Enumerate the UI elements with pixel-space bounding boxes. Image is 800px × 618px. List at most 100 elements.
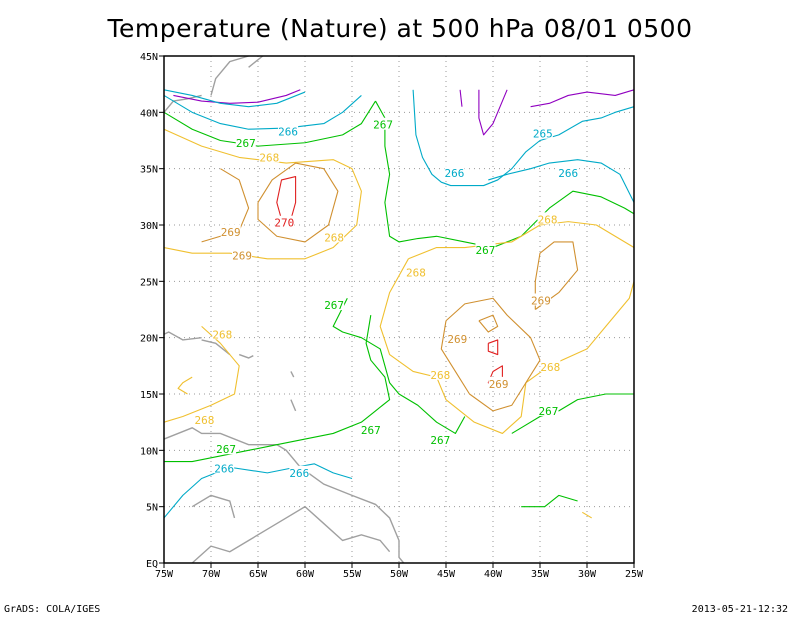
contour-line — [332, 297, 466, 434]
contour-label-bg — [405, 265, 426, 278]
coastline-segment — [191, 505, 391, 564]
contour-line — [163, 325, 240, 423]
contour-line — [201, 168, 250, 243]
contour-label: 270 — [274, 217, 294, 230]
contour-label-bg — [220, 224, 241, 237]
lon-tick-label: 35W — [531, 569, 550, 580]
contour-label: 269 — [232, 249, 252, 262]
contour-label-bg — [373, 117, 394, 130]
contour-label-bg — [324, 230, 345, 243]
contour-line — [478, 314, 499, 333]
contour-label: 269 — [447, 333, 467, 346]
contour-label: 267 — [430, 434, 450, 447]
contour-line — [488, 159, 635, 203]
contour-line — [276, 176, 297, 220]
contour-line — [163, 463, 353, 519]
contour-label-bg — [235, 135, 256, 148]
contour-label: 268 — [212, 328, 232, 341]
coastline-segment — [210, 55, 249, 96]
contour-line — [408, 221, 635, 260]
lat-tick-label: EQ — [146, 559, 158, 570]
lat-tick-label: 20N — [140, 334, 158, 345]
contour-line — [459, 89, 463, 107]
contour-line — [582, 511, 592, 519]
contour-line — [379, 258, 635, 434]
contour-label-bg — [274, 215, 295, 228]
contour-label-bg — [278, 124, 299, 137]
contour-label-bg — [537, 212, 558, 225]
coastline-segment — [248, 55, 264, 68]
contour-label-bg — [532, 126, 553, 139]
contour-label-bg — [540, 359, 561, 372]
contour-label: 268 — [430, 369, 450, 382]
contour-label: 268 — [259, 151, 279, 164]
contour-label-bg — [558, 166, 579, 179]
lon-tick-label: 55W — [343, 569, 362, 580]
contour-label: 267 — [539, 405, 559, 418]
contour-label-bg — [488, 376, 509, 389]
contour-label-bg — [538, 403, 559, 416]
contour-line — [173, 89, 301, 104]
coastline-segment — [163, 331, 202, 341]
contour-label-bg — [430, 367, 451, 380]
coastline-segment — [163, 94, 202, 113]
contour-line — [257, 162, 339, 243]
coastline-segment — [290, 371, 295, 378]
contour-label: 266 — [445, 167, 465, 180]
lon-tick-label: 70W — [202, 569, 221, 580]
lat-tick-label: 30N — [140, 221, 158, 232]
contour-line — [487, 339, 499, 356]
contour-line — [511, 393, 634, 434]
contour-label: 269 — [531, 294, 551, 307]
contour-line — [163, 89, 306, 108]
contour-line — [521, 494, 578, 508]
contour-line — [530, 89, 635, 108]
contour-lines — [163, 89, 635, 519]
lon-tick-label: 45W — [437, 569, 456, 580]
contour-label-bg — [259, 150, 280, 163]
contour-label: 268 — [194, 414, 214, 427]
lon-tick-label: 30W — [578, 569, 597, 580]
contour-label: 267 — [236, 137, 256, 150]
contour-label: 266 — [558, 167, 578, 180]
lat-tick-label: 10N — [140, 446, 158, 457]
contour-label-bg — [475, 242, 496, 255]
contour-label: 268 — [538, 213, 558, 226]
contour-label: 266 — [278, 125, 298, 138]
lat-tick-label: 40N — [140, 108, 158, 119]
contour-label: 268 — [406, 266, 426, 279]
contour-label: 268 — [540, 361, 560, 374]
contour-label: 267 — [324, 299, 344, 312]
contour-label: 267 — [361, 424, 381, 437]
contour-label-bg — [232, 248, 253, 261]
contour-line — [534, 241, 579, 310]
coastline-segment — [191, 494, 236, 519]
axis-ticks: 75W 70W 65W 60W 55W 50W 45W 40W 35W 30W 25W EQ 5N 10N… — [140, 52, 644, 580]
contour-label: 269 — [221, 226, 241, 239]
lat-tick-label: 25N — [140, 277, 158, 288]
contour-line — [163, 94, 362, 130]
contour-label: 267 — [476, 244, 496, 257]
contour-line — [412, 89, 635, 187]
contour-label: 269 — [489, 378, 509, 391]
contour-label-bg — [530, 293, 551, 306]
lon-tick-label: 75W — [155, 569, 174, 580]
contour-line — [163, 100, 376, 147]
lat-tick-label: 5N — [146, 503, 158, 514]
footer-timestamp: 2013-05-21-12:32 — [691, 604, 788, 615]
map-title: Temperature (Nature) at 500 hPa 08/01 05… — [107, 14, 693, 43]
lat-tick-label: 15N — [140, 390, 158, 401]
lat-tick-label: 35N — [140, 165, 158, 176]
contour-line — [164, 315, 391, 463]
contour-label-bg — [360, 423, 381, 436]
contour-line — [375, 100, 635, 249]
lat-tick-label: 45N — [140, 52, 158, 63]
contour-label: 266 — [289, 467, 309, 480]
lon-tick-label: 65W — [249, 569, 268, 580]
contour-label-bg — [194, 412, 215, 425]
contour-label-bg — [289, 465, 310, 478]
lon-tick-label: 25W — [625, 569, 644, 580]
contour-label-bg — [216, 442, 237, 455]
